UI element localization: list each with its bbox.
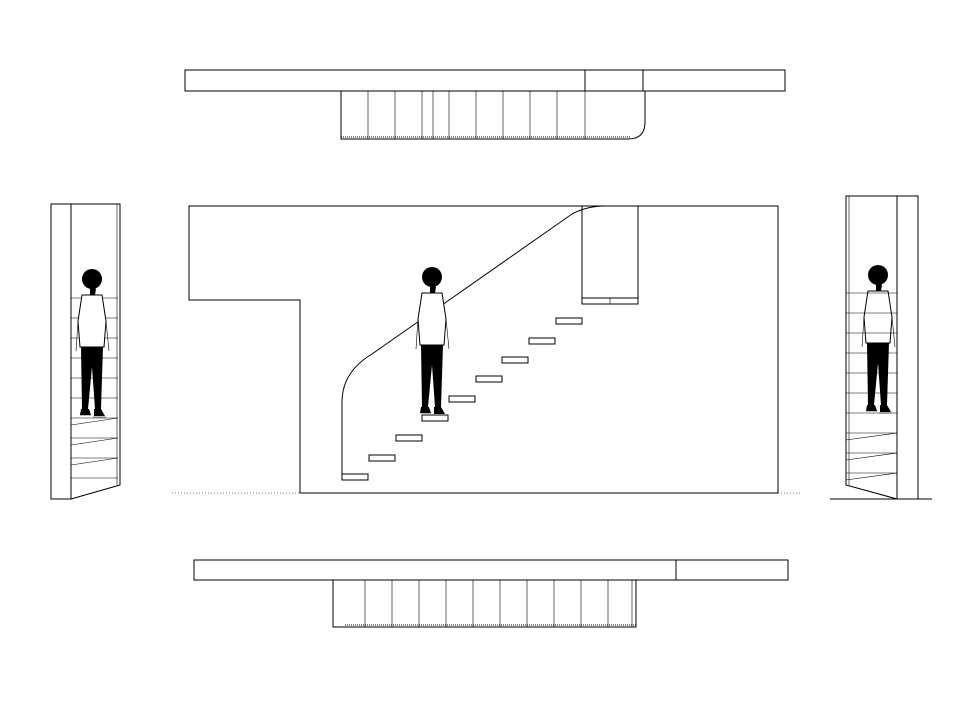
left-section: [50, 203, 121, 500]
right-section: [830, 195, 932, 500]
top-plan: [184, 69, 786, 140]
elevation: [172, 205, 802, 494]
bottom-plan: [193, 559, 789, 628]
